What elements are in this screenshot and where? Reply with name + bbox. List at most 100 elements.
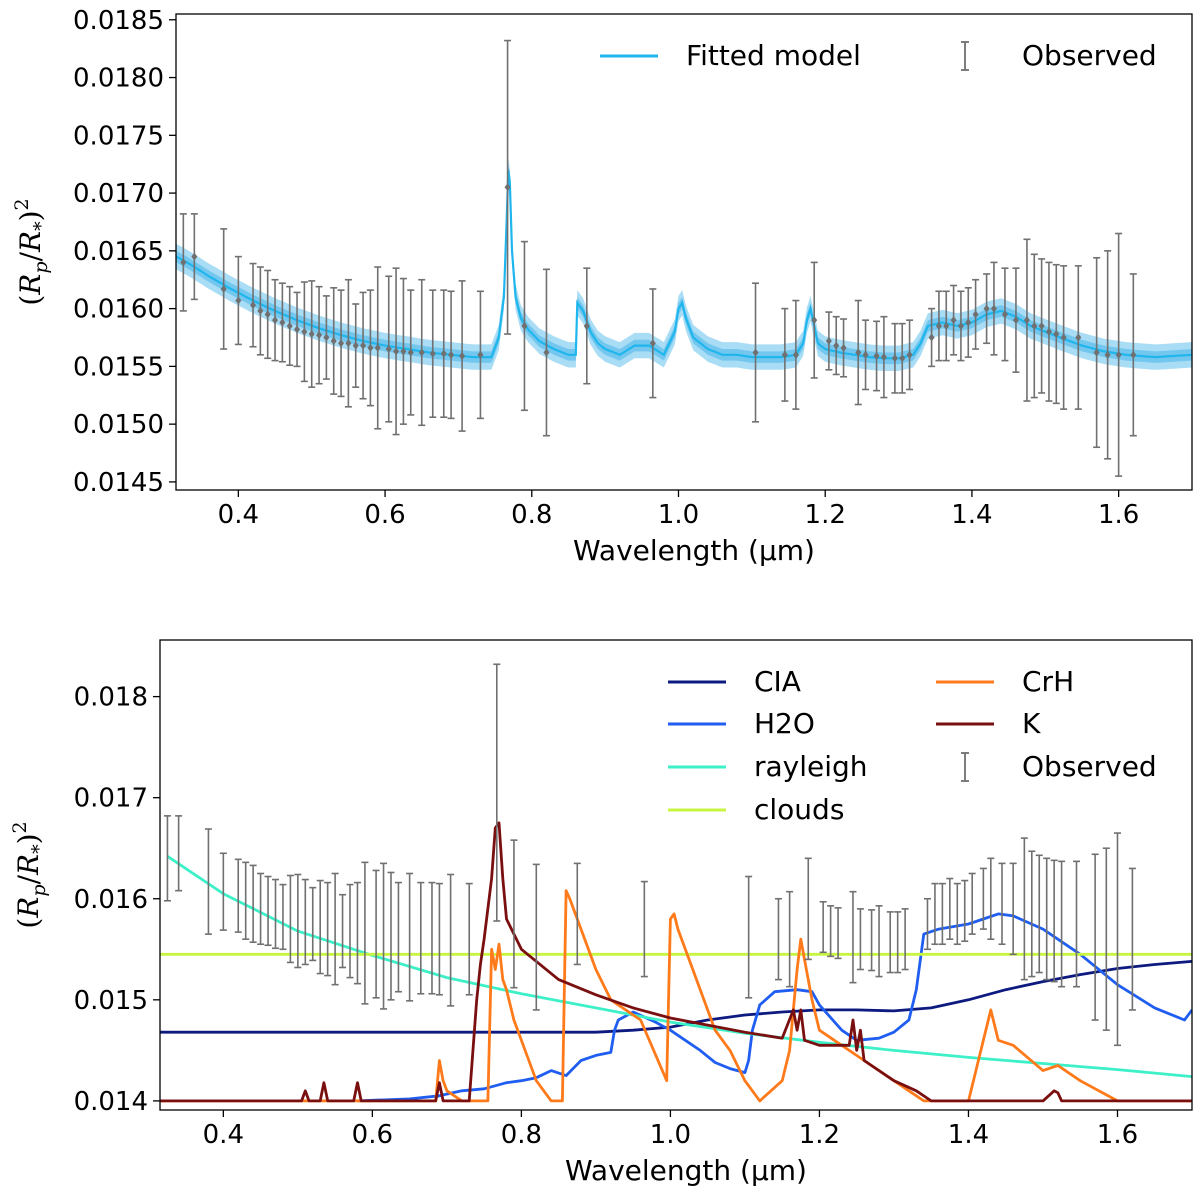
observed-point bbox=[1038, 321, 1045, 330]
observed-point bbox=[504, 183, 511, 192]
observed-errorbar bbox=[234, 858, 242, 933]
observed-point bbox=[1115, 350, 1122, 359]
chart-panel-2: 0.4 0.6 0.8 1.0 1.2 1.4 1.6 0.014 0.015 0.016 0.01… bbox=[9, 639, 1193, 1187]
observed-point bbox=[825, 336, 832, 345]
observed-point bbox=[345, 339, 352, 348]
observed-errorbar bbox=[1050, 859, 1058, 983]
observed-point bbox=[352, 341, 359, 350]
observed-errorbar bbox=[987, 857, 995, 940]
x-tick-label: 1.2 bbox=[805, 500, 846, 530]
observed-errorbar bbox=[810, 261, 818, 379]
observed-point bbox=[943, 321, 950, 330]
observed-errorbar bbox=[387, 871, 395, 1001]
observed-errorbar bbox=[366, 289, 374, 407]
observed-point bbox=[385, 345, 392, 354]
plot-area bbox=[176, 39, 1192, 477]
observed-point bbox=[873, 351, 880, 360]
observed-point bbox=[418, 348, 425, 357]
observed-errorbar bbox=[792, 299, 800, 410]
observed-errorbar bbox=[856, 908, 864, 971]
legend-entry: CIA bbox=[668, 665, 801, 698]
series-line-k bbox=[160, 821, 1192, 1103]
observed-errorbar bbox=[271, 878, 279, 950]
observed-errorbar bbox=[417, 881, 425, 995]
x-tick-label: 0.8 bbox=[501, 1120, 542, 1150]
observed-errorbar bbox=[301, 878, 309, 966]
observed-point bbox=[972, 310, 979, 319]
legend: Fitted model Observed bbox=[600, 39, 1157, 72]
observed-point bbox=[1012, 316, 1019, 325]
observed-errorbar bbox=[428, 881, 436, 995]
observed-point bbox=[1130, 350, 1137, 359]
observed-errorbar bbox=[1104, 250, 1112, 460]
observed-errorbar bbox=[331, 872, 339, 986]
observed-errorbar bbox=[324, 881, 332, 977]
observed-point bbox=[459, 351, 466, 360]
observed-point bbox=[374, 343, 381, 352]
observed-point bbox=[1075, 333, 1082, 342]
observed-errorbar bbox=[407, 289, 415, 416]
observed-errorbar bbox=[385, 275, 393, 423]
observed-errorbar bbox=[435, 882, 443, 996]
observed-errorbar bbox=[1001, 267, 1009, 362]
x-tick-label: 0.4 bbox=[203, 1120, 244, 1150]
observed-point bbox=[220, 284, 227, 293]
legend-entry: clouds bbox=[668, 793, 844, 826]
observed-errorbar bbox=[1052, 263, 1060, 405]
observed-point bbox=[1031, 321, 1038, 330]
model-band-outer bbox=[176, 157, 1192, 371]
legend-entry: K bbox=[936, 707, 1041, 740]
observed-errorbar bbox=[1128, 867, 1136, 1011]
observed-errorbar bbox=[931, 882, 939, 946]
observed-errorbar bbox=[278, 282, 286, 363]
observed-point bbox=[1001, 310, 1008, 319]
observed-errorbar bbox=[875, 905, 883, 978]
observed-errorbar bbox=[322, 295, 330, 380]
observed-errorbar bbox=[950, 284, 958, 356]
observed-errorbar bbox=[1028, 850, 1036, 978]
observed-point bbox=[400, 347, 407, 356]
series-line-crh bbox=[160, 889, 1192, 1103]
observed-errorbar bbox=[264, 875, 272, 947]
observed-point bbox=[811, 316, 818, 325]
observed-errorbar bbox=[834, 907, 842, 960]
observed-errorbar bbox=[219, 852, 227, 931]
x-tick-label: 1.2 bbox=[799, 1120, 840, 1150]
observed-errorbar bbox=[447, 873, 455, 1007]
observed-errorbar bbox=[440, 289, 448, 419]
x-axis-label: Wavelength (μm) bbox=[573, 534, 815, 567]
observed-point bbox=[407, 348, 414, 357]
observed-errorbar bbox=[372, 869, 380, 999]
observed-errorbar bbox=[840, 318, 848, 378]
observed-errorbar bbox=[286, 285, 294, 367]
y-tick-label: 0.0170 bbox=[73, 179, 164, 209]
observed-errorbar bbox=[781, 307, 789, 402]
observed-errorbar bbox=[972, 278, 980, 350]
observed-point bbox=[899, 354, 906, 363]
observed-point bbox=[393, 347, 400, 356]
observed-errorbar bbox=[271, 278, 279, 362]
observed-point bbox=[477, 350, 484, 359]
observed-point bbox=[360, 341, 367, 350]
observed-point bbox=[1023, 316, 1030, 325]
observed-errorbar bbox=[1020, 837, 1028, 981]
observed-errorbar bbox=[990, 261, 998, 356]
observed-point bbox=[855, 348, 862, 357]
legend-label: K bbox=[1022, 707, 1041, 740]
observed-errorbar bbox=[886, 911, 894, 974]
observed-point bbox=[279, 318, 286, 327]
observed-errorbar bbox=[380, 862, 388, 1010]
observed-errorbar bbox=[392, 267, 400, 436]
observed-errorbar bbox=[1030, 253, 1038, 399]
legend-label: clouds bbox=[754, 793, 844, 826]
observed-errorbar bbox=[532, 863, 540, 1011]
observed-errorbar bbox=[862, 319, 870, 391]
x-tick-label: 1.6 bbox=[1097, 1120, 1138, 1150]
observed-errorbar bbox=[1093, 256, 1101, 449]
y-axis-label: (Rp/R*)2 bbox=[9, 821, 50, 928]
legend-entry: Observed bbox=[961, 750, 1157, 783]
y-tick-label: 0.018 bbox=[74, 683, 148, 713]
observed-errorbar bbox=[286, 874, 294, 964]
